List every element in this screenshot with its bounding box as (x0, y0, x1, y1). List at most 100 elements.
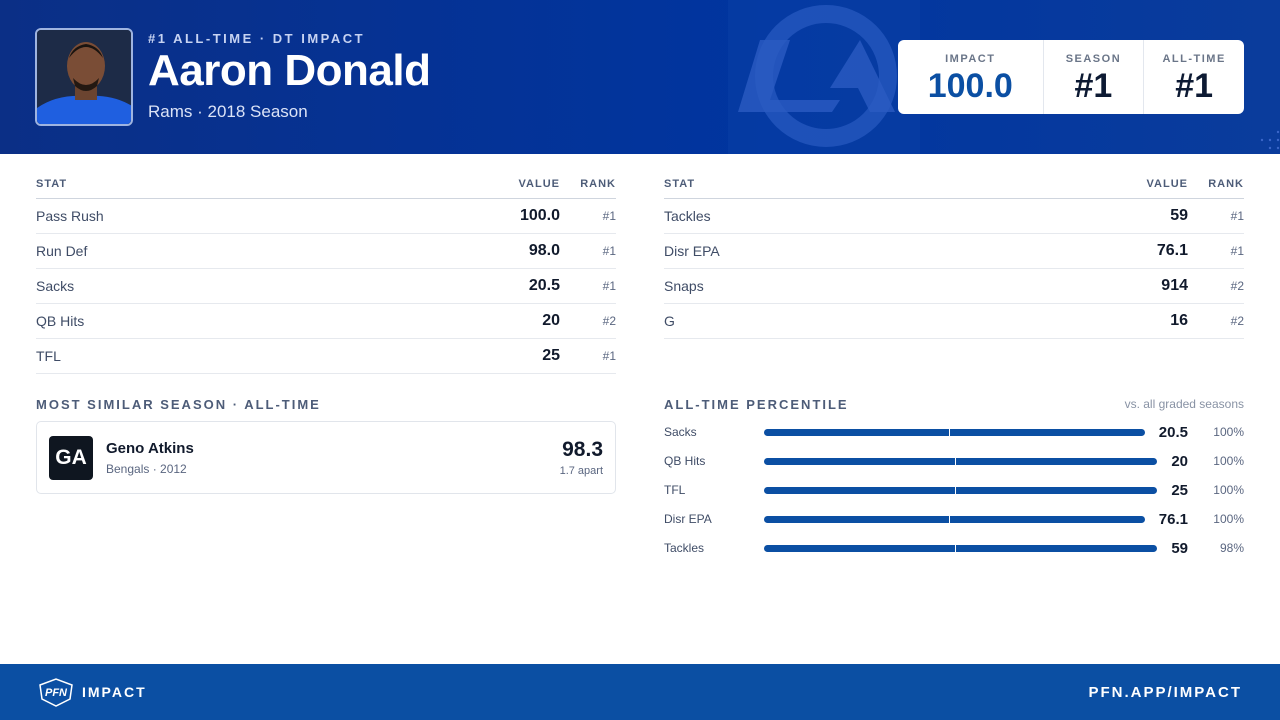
percentile-pct: 100% (1213, 483, 1244, 497)
section-note: vs. all graded seasons (1124, 397, 1244, 411)
column-header: VALUE (1146, 178, 1188, 190)
header: #1 ALL-TIME · DT IMPACT Aaron Donald Ram… (0, 0, 1280, 154)
percentile-label: TFL (664, 483, 686, 497)
section-title: ALL-TIME PERCENTILE (664, 397, 849, 412)
score: IMPACT 100.0 (898, 40, 1043, 114)
logo-text: PFN (45, 687, 68, 699)
stat-value: 98.0 (528, 242, 560, 259)
brand: IMPACT (82, 684, 147, 700)
table-row: Pass Rush 100.0 #1 (36, 199, 616, 234)
stat-name: Snaps (664, 278, 704, 294)
table-row: Snaps 914 #2 (664, 269, 1244, 304)
percentile-bar (764, 486, 1158, 494)
percentile-value: 59 (1171, 539, 1188, 557)
score-label: ALL-TIME (1162, 53, 1226, 65)
bar-divider (948, 515, 950, 523)
similar-distance: 1.7 apart (559, 465, 603, 477)
score-label: IMPACT (945, 53, 996, 65)
stat-name: G (664, 313, 675, 329)
percentile-value: 20 (1171, 452, 1188, 470)
percentile-bar (764, 428, 1145, 436)
percentile-pct: 100% (1213, 512, 1244, 526)
player-photo (35, 28, 133, 126)
percentile-bar (764, 457, 1158, 465)
percentile-label: Sacks (664, 425, 697, 439)
similar-name: Geno Atkins (106, 440, 194, 457)
player-name: Aaron Donald (148, 46, 431, 95)
stat-value: 914 (1161, 277, 1188, 294)
percentile-row: QB Hits 20 100% (664, 451, 1244, 471)
percentile-row: Sacks 20.5 100% (664, 422, 1244, 442)
stats-table: STAT VALUE RANK Tackles 59 #1 Disr EPA 76.1 #1 Sn… (664, 178, 1244, 339)
percentile-value: 20.5 (1158, 423, 1188, 441)
percentile-label: QB Hits (664, 454, 706, 468)
table-row: Run Def 98.0 #1 (36, 234, 616, 269)
stat-name: Disr EPA (664, 243, 720, 259)
percentile-value: 76.1 (1158, 510, 1188, 528)
stat-rank: #1 (602, 209, 616, 223)
table-header: STAT VALUE RANK (36, 178, 616, 199)
stat-value: 25 (542, 347, 560, 364)
stat-rank: #1 (1230, 244, 1244, 258)
score: SEASON #1 (1042, 40, 1144, 114)
percentile-value: 25 (1171, 481, 1188, 499)
player-subtitle: Rams · 2018 Season (148, 102, 308, 121)
stat-rank: #2 (1230, 279, 1244, 293)
column-header: STAT (664, 178, 696, 190)
similar-card: GA Geno Atkins Bengals · 2012 98.3 1.7 a… (36, 421, 616, 494)
score: ALL-TIME #1 (1143, 40, 1244, 114)
percentile-bar (764, 515, 1145, 523)
stat-name: QB Hits (36, 313, 85, 329)
percentile-pct: 98% (1219, 541, 1244, 555)
stat-rank: #1 (602, 279, 616, 293)
table-row: TFL 25 #1 (36, 339, 616, 374)
url: PFN.APP/IMPACT (1088, 684, 1242, 701)
bar-divider (954, 544, 956, 552)
percentile-label: Disr EPA (664, 512, 712, 526)
stat-value: 20 (542, 312, 560, 329)
section-title: MOST SIMILAR SEASON · ALL-TIME (36, 397, 321, 412)
initials: GA (49, 436, 93, 480)
table-row: Sacks 20.5 #1 (36, 269, 616, 304)
stat-value: 20.5 (528, 277, 560, 294)
similar-score: 98.3 (562, 438, 603, 461)
stat-value: 59 (1170, 207, 1188, 224)
table-header: STAT VALUE RANK (664, 178, 1244, 199)
stat-name: Pass Rush (36, 208, 104, 224)
stat-rank: #1 (602, 244, 616, 258)
score-value: #1 (1175, 67, 1214, 105)
stat-name: Sacks (36, 278, 75, 294)
table-row: Disr EPA 76.1 #1 (664, 234, 1244, 269)
score-value: #1 (1074, 67, 1113, 105)
percentile-pct: 100% (1213, 425, 1244, 439)
stat-rank: #2 (1230, 314, 1244, 328)
stat-rank: #1 (602, 349, 616, 363)
stat-value: 16 (1170, 312, 1188, 329)
percentile-label: Tackles (664, 541, 705, 555)
stats-table: STAT VALUE RANK Pass Rush 100.0 #1 Run Def 98.0… (36, 178, 616, 374)
column-header: RANK (1208, 178, 1244, 190)
table-row: Tackles 59 #1 (664, 199, 1244, 234)
stat-rank: #1 (1230, 209, 1244, 223)
footer: PFN IMPACT PFN.APP/IMPACT (0, 664, 1280, 720)
stat-rank: #2 (602, 314, 616, 328)
table-row: QB Hits 20 #2 (36, 304, 616, 339)
score-value: 100.0 (927, 67, 1013, 105)
column-header: STAT (36, 178, 68, 190)
percentile-row: Tackles 59 98% (664, 538, 1244, 558)
similar-detail: Bengals · 2012 (106, 462, 187, 476)
table-row: G 16 #2 (664, 304, 1244, 339)
score-label: SEASON (1065, 53, 1122, 65)
percentile-row: Disr EPA 76.1 100% (664, 509, 1244, 529)
stat-name: TFL (36, 348, 61, 364)
score-card: IMPACT 100.0 SEASON #1 ALL-TIME #1 (898, 40, 1244, 114)
stat-name: Run Def (36, 243, 88, 259)
stat-value: 76.1 (1156, 242, 1188, 259)
stat-value: 100.0 (519, 207, 560, 224)
column-header: RANK (580, 178, 616, 190)
percentile-row: TFL 25 100% (664, 480, 1244, 500)
bar-divider (954, 457, 956, 465)
watermark (728, 0, 1280, 154)
percentile-pct: 100% (1213, 454, 1244, 468)
